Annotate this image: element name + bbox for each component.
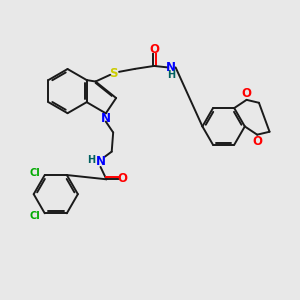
Text: Cl: Cl [29, 211, 40, 220]
Text: N: N [101, 112, 111, 125]
Text: S: S [110, 67, 118, 80]
Text: H: H [88, 154, 96, 165]
Text: O: O [149, 43, 159, 56]
Text: N: N [166, 61, 176, 74]
Text: N: N [95, 154, 106, 167]
Text: Cl: Cl [30, 168, 41, 178]
Text: O: O [118, 172, 128, 184]
Text: O: O [252, 135, 262, 148]
Text: O: O [242, 88, 252, 100]
Text: H: H [167, 70, 175, 80]
